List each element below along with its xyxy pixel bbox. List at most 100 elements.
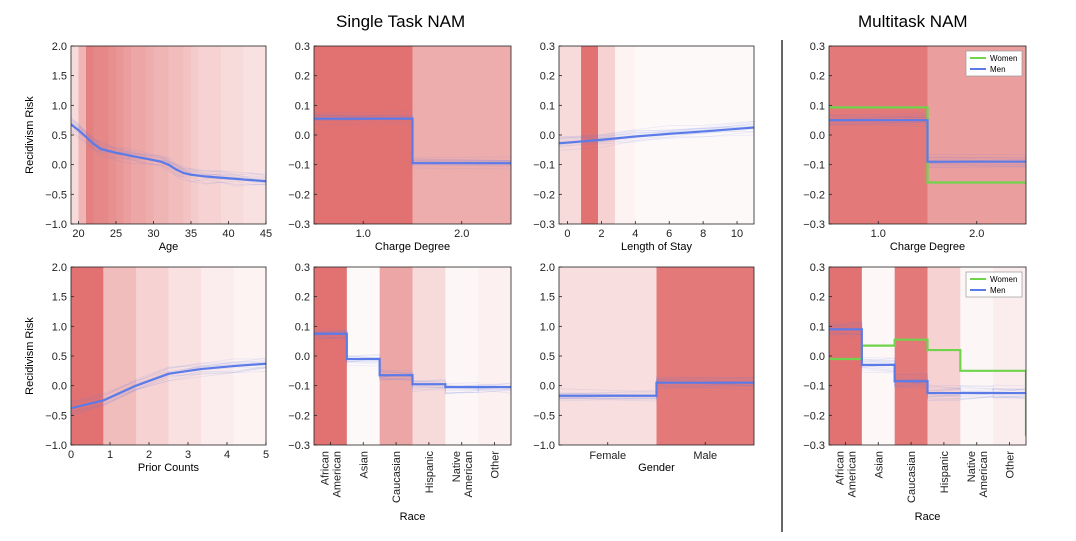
ensemble-line [559, 130, 754, 148]
ensemble-line [71, 371, 266, 417]
density-band [581, 46, 598, 224]
series-line [559, 126, 754, 145]
y-tick-label: −0.1 [803, 160, 825, 172]
panel-charge: −0.3 −0.2 −0.1 0.0 0.1 0.2 0.3 1.0 2.0 Charge Deg… [288, 41, 512, 253]
y-tick-label: −0.5 [533, 410, 555, 422]
x-tick-label: 6 [666, 228, 672, 240]
density-band [138, 46, 146, 224]
y-tick-label: −0.1 [288, 160, 310, 172]
ensemble-line [71, 367, 266, 412]
legend: Women Men [965, 271, 1023, 298]
series-line [71, 362, 266, 410]
y-tick-label: −0.2 [533, 189, 555, 201]
ensemble-line [71, 365, 266, 414]
density-band [236, 46, 244, 224]
y-tick-label: 0.2 [810, 71, 825, 83]
x-tick-label: 2.0 [454, 228, 469, 240]
y-tick-label: −1.0 [45, 440, 67, 452]
x-tick-label: AfricanAmerican [319, 451, 343, 497]
density-band [206, 46, 214, 224]
density-band [445, 267, 479, 445]
x-tick-label: 4 [632, 228, 638, 240]
density-band [71, 267, 104, 445]
x-tick-label: AfricanAmerican [834, 451, 858, 497]
x-tick-label: 2 [598, 228, 604, 240]
ensemble-line [559, 123, 754, 138]
ensemble-line [559, 125, 754, 143]
x-tick-label: 2.0 [969, 228, 984, 240]
ensemble-line [71, 121, 266, 176]
x-axis-label: Charge Degree [890, 241, 965, 253]
density-band [153, 46, 161, 224]
x-tick-label: Asian [358, 451, 370, 479]
ensemble-line [559, 122, 754, 144]
ensemble-line [559, 134, 754, 151]
ensemble-line [71, 357, 266, 403]
x-tick-label: NativeAmerican [451, 451, 475, 497]
density-band [123, 46, 131, 224]
y-tick-label: 0.5 [52, 351, 67, 363]
y-tick-label: −0.1 [803, 381, 825, 393]
x-axis-label: Length of Stay [621, 241, 692, 253]
x-tick-label: 5 [263, 449, 269, 461]
legend-label-women: Women [990, 275, 1017, 284]
ensemble-line [71, 119, 266, 180]
y-tick-label: 1.5 [540, 292, 555, 304]
x-tick-label: 30 [147, 228, 159, 240]
legend: Women Men [965, 50, 1023, 77]
y-tick-label: −0.5 [45, 410, 67, 422]
ensemble-line [71, 130, 266, 186]
y-tick-label: −0.1 [533, 160, 555, 172]
y-tick-label: −0.2 [803, 410, 825, 422]
x-tick-label: Caucasian [391, 451, 403, 503]
density-band [93, 46, 101, 224]
ensemble-line [71, 361, 266, 406]
ensemble-line [559, 121, 754, 139]
y-tick-label: 2.0 [52, 41, 67, 53]
panel-gender: −1.0 −0.5 0.0 0.5 1.0 1.5 2.0 Female Male Gender [533, 262, 755, 474]
ensemble-line [71, 121, 266, 179]
density-band [116, 46, 124, 224]
x-tick-label: Other [1005, 451, 1017, 479]
series-line-men [829, 328, 1026, 395]
y-axis-label: Recidivism Risk [24, 96, 36, 174]
density-band [412, 46, 511, 224]
y-tick-label: 0.3 [295, 262, 310, 274]
density-band [894, 267, 928, 445]
y-tick-label: 0.1 [810, 100, 825, 112]
y-tick-label: 0.0 [810, 130, 825, 142]
x-axis-label: Charge Degree [375, 241, 450, 253]
density-band [258, 46, 266, 224]
density-band [251, 46, 259, 224]
x-tick-label: Other [490, 451, 502, 479]
legend-box [965, 271, 1023, 298]
y-tick-label: 0.0 [540, 381, 555, 393]
y-tick-label: −0.3 [288, 219, 310, 231]
density-band [161, 46, 169, 224]
density-band [829, 267, 862, 445]
density-band [314, 46, 413, 224]
x-tick-label: 1.0 [356, 228, 371, 240]
y-tick-label: −0.3 [288, 440, 310, 452]
panel-mt-charge: −0.3 −0.2 −0.1 0.0 0.1 0.2 0.3 1.0 2.0 Charge Deg… [803, 41, 1027, 253]
x-tick-label: Male [693, 450, 717, 462]
y-tick-label: −1.0 [533, 440, 555, 452]
x-axis-label: Prior Counts [138, 462, 200, 474]
ensemble-line [559, 131, 754, 147]
x-tick-label: Female [589, 450, 626, 462]
y-tick-label: −0.2 [803, 189, 825, 201]
density-band [131, 46, 139, 224]
density-band [243, 46, 251, 224]
density-band [379, 267, 413, 445]
legend-label-men: Men [990, 65, 1006, 74]
density-band [108, 46, 116, 224]
density-band [136, 267, 169, 445]
y-tick-label: 0.0 [295, 130, 310, 142]
density-band [559, 46, 582, 224]
y-tick-label: 0.0 [52, 381, 67, 393]
series-line [314, 332, 511, 389]
series-line-men [829, 119, 1026, 163]
y-tick-label: −0.1 [288, 381, 310, 393]
density-band [598, 46, 615, 224]
x-tick-label: 35 [185, 228, 197, 240]
